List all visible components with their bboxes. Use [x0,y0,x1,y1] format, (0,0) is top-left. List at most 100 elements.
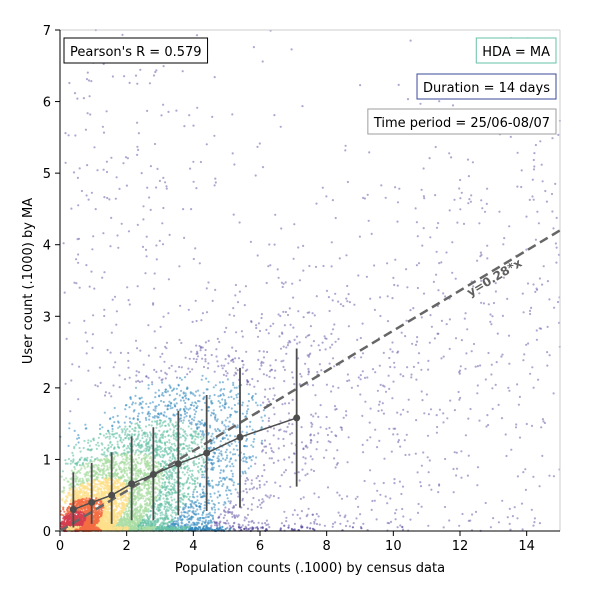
scatter-point [345,414,348,417]
scatter-point [389,348,392,351]
scatter-point [62,506,65,509]
scatter-point [260,501,263,504]
scatter-point [304,362,307,365]
scatter-point [508,389,511,392]
scatter-point [80,464,83,467]
scatter-point [232,213,235,216]
scatter-point [184,405,187,408]
scatter-point [103,446,106,450]
scatter-point [248,488,251,491]
scatter-point [408,453,411,456]
scatter-point [311,384,315,387]
scatter-point [502,243,505,246]
scatter-point [68,81,71,85]
scatter-point [224,458,227,461]
scatter-point [178,505,182,509]
scatter-point [280,360,283,363]
scatter-point [101,448,104,451]
scatter-point [242,490,245,493]
scatter-point [310,421,313,424]
scatter-point [480,279,483,282]
scatter-point [178,409,182,412]
scatter-point [340,497,344,500]
scatter-point [134,422,137,425]
scatter-point [516,517,519,520]
scatter-point [103,500,106,503]
scatter-point [187,449,190,452]
scatter-point [204,360,207,363]
scatter-point [183,125,186,128]
scatter-point [149,208,152,211]
scatter-point [415,340,419,343]
scatter-point [197,461,201,465]
scatter-point [134,488,138,491]
scatter-point [409,39,412,42]
scatter-point [144,508,147,511]
scatter-point [127,506,130,509]
scatter-point [508,522,511,526]
scatter-point [241,372,244,375]
scatter-point [492,517,495,520]
scatter-point [182,428,185,431]
scatter-point [277,313,280,316]
scatter-point [240,330,243,333]
scatter-point [476,384,479,387]
scatter-point [198,394,201,397]
scatter-point [67,457,70,461]
scatter-point [68,422,71,425]
scatter-point [225,476,228,479]
scatter-point [165,451,168,454]
scatter-point [108,435,112,438]
scatter-point [76,238,79,241]
scatter-point [164,420,167,423]
scatter-point [323,524,326,527]
scatter-point [257,499,261,502]
scatter-point [147,376,150,379]
scatter-point [194,438,197,441]
scatter-point [142,440,146,443]
scatter-point [160,474,163,477]
scatter-point [87,471,90,475]
scatter-point [545,200,549,203]
scatter-point [540,163,543,166]
scatter-point [361,352,365,355]
scatter-point [496,277,499,280]
scatter-point [367,219,370,222]
scatter-point [262,356,266,359]
scatter-point [189,403,192,406]
scatter-point [277,276,280,279]
scatter-point [126,469,129,472]
scatter-point [361,322,364,325]
scatter-point [180,378,183,381]
scatter-point [183,482,186,485]
scatter-point [222,429,225,432]
scatter-point [63,487,66,490]
scatter-point [117,464,120,468]
scatter-point [177,518,180,522]
scatter-point [520,502,524,505]
scatter-point [250,459,253,462]
scatter-point [163,360,166,363]
scatter-point [232,423,235,426]
scatter-point [101,476,104,479]
scatter-point [192,124,195,127]
scatter-point [188,357,191,360]
scatter-point [204,520,207,524]
scatter-point [540,426,543,429]
scatter-point [91,460,94,463]
scatter-point [151,401,154,404]
scatter-point [224,506,227,509]
scatter-point [166,440,169,444]
scatter-point [213,511,216,514]
scatter-point [217,365,220,368]
scatter-point [293,452,296,455]
scatter-point [143,469,146,472]
scatter-point [260,316,263,320]
scatter-point [272,406,275,409]
scatter-point [76,97,79,100]
scatter-point [310,468,313,471]
scatter-point [200,438,203,441]
scatter-point [99,484,102,487]
scatter-point [221,457,225,460]
scatter-point [325,195,328,198]
